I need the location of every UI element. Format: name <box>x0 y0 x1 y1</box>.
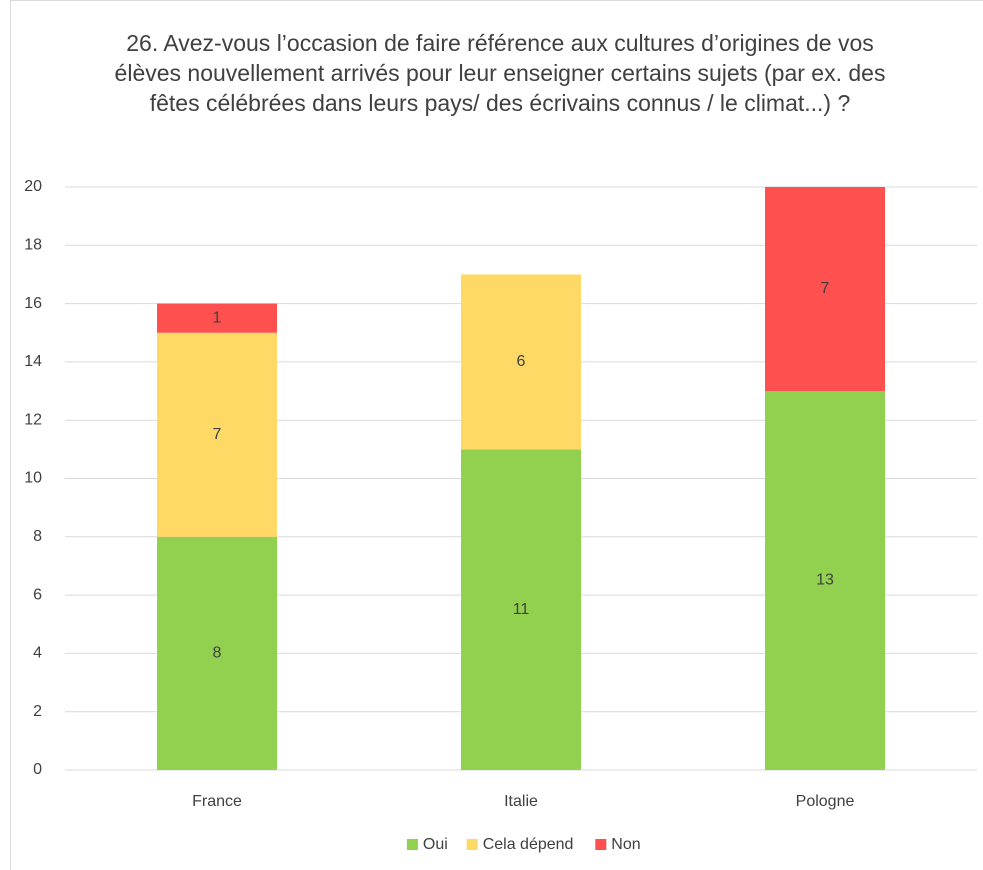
y-tick-label: 14 <box>24 353 42 370</box>
data-label: 1 <box>213 309 222 326</box>
legend-label: Non <box>611 836 640 853</box>
y-tick-label: 4 <box>33 645 42 662</box>
y-tick-label: 16 <box>24 295 42 312</box>
data-label: 7 <box>213 426 222 443</box>
data-label: 13 <box>816 572 834 589</box>
chart-border <box>10 0 983 870</box>
legend-label: Cela dépend <box>483 836 574 853</box>
data-label: 8 <box>213 645 222 662</box>
bar-segment <box>461 449 581 770</box>
bar-segment <box>157 332 277 537</box>
bar-segment <box>157 536 277 770</box>
y-tick-label: 12 <box>24 411 42 428</box>
y-tick-label: 6 <box>33 586 42 603</box>
legend-swatch <box>466 839 478 850</box>
chart-title: 26. Avez-vous l’occasion de faire référe… <box>114 30 886 116</box>
data-label: 7 <box>821 280 830 297</box>
y-tick-label: 0 <box>33 761 42 778</box>
data-label: 6 <box>517 353 526 370</box>
legend-swatch <box>595 839 607 850</box>
y-tick-label: 8 <box>33 528 42 545</box>
legend-swatch <box>406 839 418 850</box>
y-tick-label: 20 <box>24 178 42 195</box>
y-tick-label: 2 <box>33 703 42 720</box>
bar-segment <box>765 391 885 770</box>
x-tick-label: Pologne <box>796 793 855 810</box>
legend-label: Oui <box>423 836 448 853</box>
bar-segment <box>765 187 885 392</box>
y-tick-label: 10 <box>24 470 42 487</box>
data-label: 11 <box>513 601 530 618</box>
x-tick-label: Italie <box>504 793 538 810</box>
y-tick-label: 18 <box>24 237 42 254</box>
x-tick-label: France <box>192 793 242 810</box>
bar-segment <box>461 274 581 450</box>
bar-segment <box>157 303 277 333</box>
